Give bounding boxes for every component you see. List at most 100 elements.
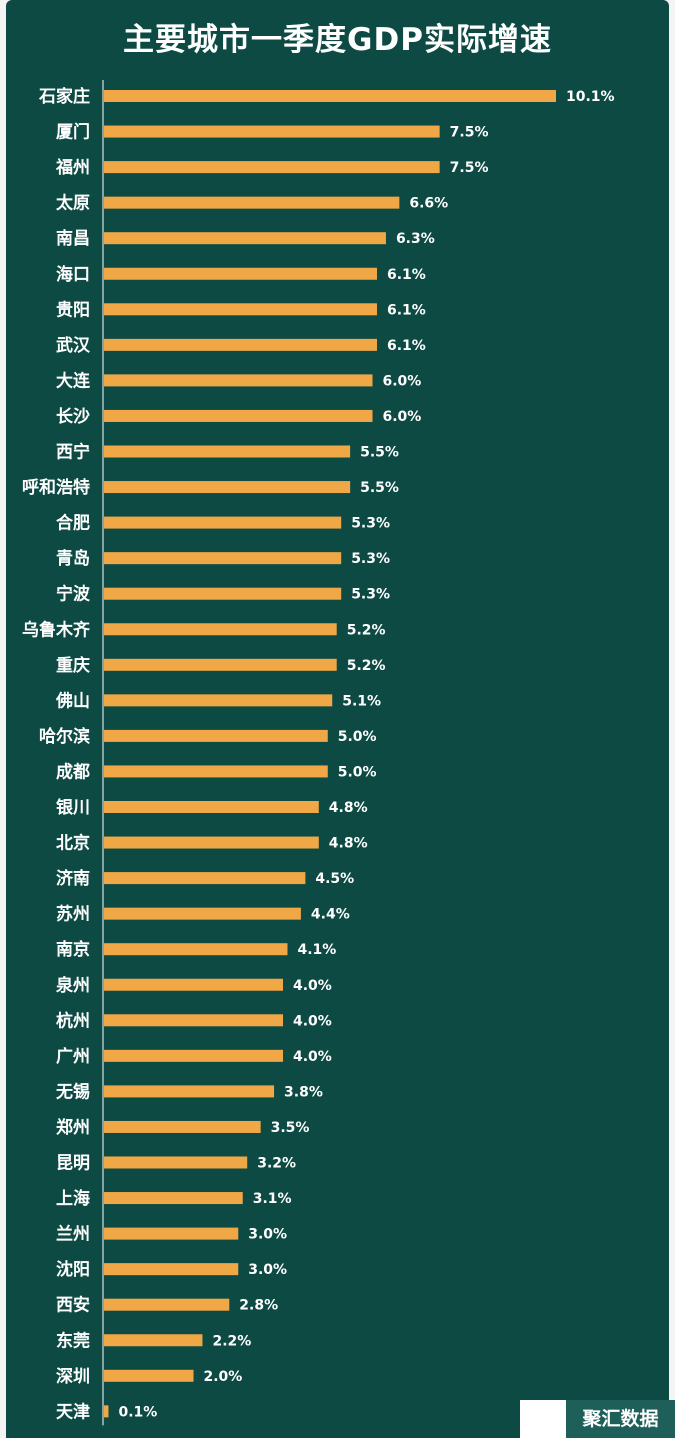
bar [104,1014,284,1027]
category-label: 武汉 [56,335,91,356]
watermark-text: 聚汇数据 [566,1400,675,1438]
bar [104,623,337,636]
bar [104,1192,243,1205]
data-label: 4.4% [311,907,350,923]
data-label: 5.3% [351,551,390,567]
bar [104,125,440,138]
data-label: 6.1% [387,338,426,354]
category-label: 青岛 [56,548,90,569]
bar [104,445,351,458]
bar [104,267,377,280]
bar [104,872,306,885]
category-label: 西安 [56,1295,90,1316]
category-label: 成都 [56,761,90,782]
data-label: 5.2% [347,622,386,638]
data-label: 6.3% [396,231,435,247]
data-label: 4.1% [297,942,336,958]
data-label: 2.0% [204,1369,243,1385]
category-label: 贵阳 [56,299,90,320]
data-label: 3.0% [248,1227,287,1243]
data-label: 3.5% [271,1120,310,1136]
category-label: 大连 [56,370,91,391]
data-label: 4.0% [293,978,332,994]
data-label: 6.1% [387,267,426,283]
category-label: 苏州 [56,904,90,925]
bar [104,374,373,387]
bar [104,303,377,316]
data-label: 3.8% [284,1084,323,1100]
bar [104,907,301,920]
category-label: 重庆 [56,655,90,676]
category-label: 广州 [56,1046,90,1067]
bar [104,338,377,351]
bar [104,801,319,813]
category-label: 宁波 [56,584,91,605]
category-label: 昆明 [56,1154,90,1174]
data-label: 6.0% [383,373,422,389]
category-label: 厦门 [56,122,90,143]
category-label: 福州 [55,157,90,178]
data-label: 5.2% [347,658,386,674]
bar [104,1156,248,1169]
category-label: 深圳 [56,1366,90,1387]
data-label: 5.3% [351,516,390,532]
bar [104,587,342,600]
bar [104,836,319,849]
category-label: 哈尔滨 [39,726,90,747]
bar [104,552,342,565]
category-label: 石家庄 [38,86,90,107]
category-label: 济南 [56,868,90,889]
category-label: 泉州 [55,975,90,996]
category-label: 呼和浩特 [22,477,90,498]
data-label: 4.8% [329,836,368,852]
bar [104,232,386,245]
bar [104,409,373,422]
category-label: 南昌 [56,228,90,249]
bar [104,694,333,707]
data-label: 5.3% [351,587,390,603]
data-label: 5.0% [338,764,377,780]
category-label: 郑州 [56,1117,90,1138]
category-label: 佛山 [55,690,90,711]
category-label: 太原 [56,193,90,214]
bar [104,658,337,671]
bar [104,481,351,494]
category-label: 天津 [56,1401,90,1422]
data-label: 2.8% [239,1298,278,1314]
bar [104,765,328,778]
bar [104,978,284,991]
bar [104,729,328,742]
bar [104,90,556,102]
data-label: 2.2% [212,1333,251,1349]
bar [104,1369,194,1382]
bar [104,516,342,529]
data-label: 0.1% [118,1404,157,1420]
bar [104,1263,239,1276]
category-label: 海口 [56,264,90,285]
bar [104,1405,109,1418]
data-label: 4.8% [329,800,368,816]
bar [104,196,400,209]
data-label: 3.1% [253,1191,292,1207]
data-label: 4.5% [315,871,354,887]
data-label: 5.0% [338,729,377,745]
category-label: 无锡 [55,1081,90,1102]
category-label: 银川 [56,797,90,818]
data-label: 7.5% [450,160,489,176]
bar [104,1227,239,1240]
chart-title: 主要城市一季度GDP实际增速 [123,22,552,58]
category-label: 西宁 [56,442,90,463]
category-label: 南京 [56,939,90,960]
data-label: 4.0% [293,1013,332,1029]
data-label: 3.2% [257,1156,296,1172]
data-label: 10.1% [566,89,615,105]
bar [104,161,440,174]
category-label: 杭州 [56,1010,90,1031]
category-label: 兰州 [56,1224,90,1245]
data-label: 5.1% [342,693,381,709]
category-label: 东莞 [56,1330,90,1351]
category-label: 长沙 [56,406,90,427]
bar [104,1334,203,1347]
